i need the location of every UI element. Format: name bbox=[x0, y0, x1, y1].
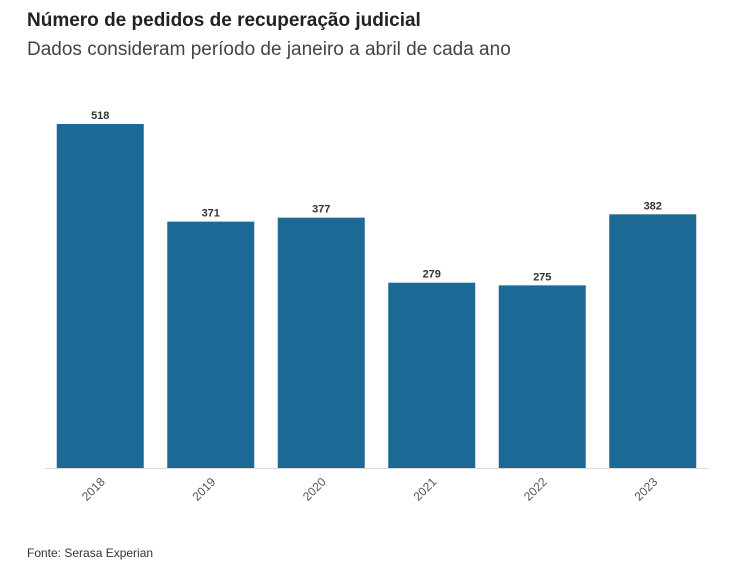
source-note: Fonte: Serasa Experian bbox=[27, 546, 154, 560]
value-label-2021: 279 bbox=[423, 269, 441, 281]
value-labels-group: 518 371 377 279 275 382 bbox=[91, 110, 662, 283]
value-label-2020: 377 bbox=[312, 204, 330, 216]
x-tick-label-2019: 2019 bbox=[190, 475, 219, 504]
bar-2021 bbox=[388, 282, 476, 468]
x-tick-label-2023: 2023 bbox=[632, 475, 661, 504]
value-label-2023: 382 bbox=[644, 200, 662, 212]
value-label-2022: 275 bbox=[533, 271, 551, 283]
value-label-2019: 371 bbox=[202, 208, 220, 220]
bar-2018 bbox=[56, 124, 144, 468]
x-tick-label-2018: 2018 bbox=[79, 475, 108, 504]
x-tick-label-2021: 2021 bbox=[411, 475, 440, 504]
chart-title: Número de pedidos de recuperação judicia… bbox=[27, 10, 421, 31]
bars-group bbox=[56, 124, 697, 468]
bar-2023 bbox=[609, 214, 697, 468]
bar-2019 bbox=[167, 221, 255, 468]
bar-2022 bbox=[498, 285, 586, 468]
chart-subtitle: Dados consideram período de janeiro a ab… bbox=[27, 39, 511, 60]
bar-2020 bbox=[277, 217, 365, 468]
x-tick-label-2022: 2022 bbox=[521, 475, 550, 504]
x-axis-tick-labels: 2018 2019 2020 2021 2022 2023 bbox=[79, 475, 661, 504]
value-label-2018: 518 bbox=[91, 110, 109, 122]
x-tick-label-2020: 2020 bbox=[300, 475, 329, 504]
